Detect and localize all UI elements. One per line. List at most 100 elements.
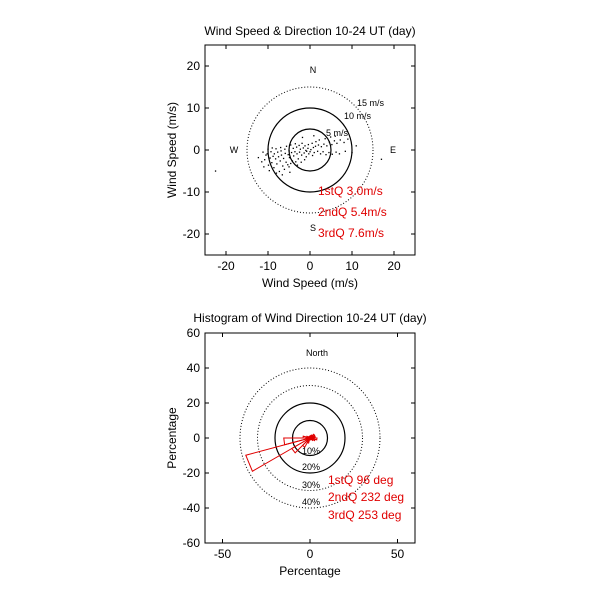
- chart2-stat-q2: 2ndQ 232 deg: [328, 490, 404, 504]
- wind-sample-point: [294, 151, 296, 153]
- wind-sample-point: [324, 138, 326, 140]
- wind-sample-point: [301, 154, 303, 156]
- wind-sample-point: [309, 151, 311, 153]
- wind-sample-point: [272, 155, 274, 157]
- wind-sample-point: [339, 139, 341, 141]
- chart2-y-tick-label: 0: [193, 431, 200, 445]
- wind-sample-point: [273, 153, 275, 155]
- wind-sample-point: [288, 156, 291, 159]
- chart2-rose-petals: [245, 433, 318, 472]
- wind-sample-point: [316, 150, 319, 152]
- wind-sample-point: [298, 144, 300, 147]
- wind-sample-point: [275, 148, 277, 150]
- wind-direction-histogram-chart: Histogram of Wind Direction 10-24 UT (da…: [165, 311, 427, 578]
- wind-sample-point: [262, 151, 264, 153]
- wind-speed-direction-chart: Wind Speed & Direction 10-24 UT (day) -2…: [165, 24, 416, 290]
- wind-sample-point: [284, 148, 286, 150]
- compass-south-label: S: [310, 223, 316, 233]
- chart2-x-tick-label: 50: [391, 547, 405, 561]
- speed-ring: [267, 107, 353, 193]
- wind-sample-point: [331, 153, 333, 155]
- rose-ring-label-40: 40%: [302, 497, 320, 507]
- rose-petal: [245, 437, 311, 472]
- wind-sample-point: [271, 147, 273, 149]
- chart2-x-axis-label: Percentage: [279, 564, 341, 578]
- speed-ring: [246, 86, 374, 214]
- wind-sample-point: [270, 151, 272, 153]
- wind-sample-point: [310, 148, 312, 151]
- wind-sample-point: [318, 139, 320, 141]
- wind-sample-point: [294, 143, 296, 145]
- wind-sample-point: [329, 136, 332, 138]
- wind-sample-point: [380, 158, 383, 160]
- chart2-y-tick-label: -40: [183, 501, 201, 515]
- wind-sample-point: [271, 162, 273, 164]
- chart2-stat-q1: 1stQ 96 deg: [328, 473, 393, 487]
- chart2-x-tick-label: -50: [214, 547, 232, 561]
- chart1-y-tick-label: -10: [183, 185, 201, 199]
- wind-sample-point: [290, 162, 292, 165]
- chart2-y-tick-label: 20: [187, 396, 201, 410]
- wind-sample-point: [292, 147, 294, 150]
- percentage-ring: [257, 385, 363, 491]
- compass-west-label: W: [230, 145, 239, 155]
- chart2-y-tick-label: -20: [183, 466, 201, 480]
- wind-sample-point: [300, 161, 302, 163]
- wind-sample-point: [299, 148, 302, 150]
- compass-north-label: N: [310, 65, 317, 75]
- wind-sample-point: [303, 152, 305, 154]
- chart1-y-tick-label: 0: [193, 143, 200, 157]
- chart1-x-tick-label: 20: [387, 259, 401, 273]
- wind-sample-point: [303, 159, 306, 161]
- wind-sample-point: [290, 151, 293, 154]
- wind-sample-point: [344, 150, 346, 152]
- wind-sample-point: [284, 152, 286, 155]
- wind-sample-point: [301, 136, 304, 139]
- wind-sample-point: [214, 170, 217, 172]
- wind-sample-point: [317, 144, 320, 146]
- wind-sample-point: [280, 154, 283, 156]
- wind-sample-point: [302, 147, 304, 149]
- ring-label-15: 15 m/s: [357, 98, 385, 108]
- rose-ring-label-10: 10%: [302, 446, 320, 456]
- chart2-y-axis-label: Percentage: [165, 407, 179, 469]
- wind-sample-point: [285, 161, 287, 163]
- wind-sample-point: [336, 142, 338, 144]
- wind-sample-point: [328, 151, 330, 154]
- wind-sample-point: [289, 171, 291, 173]
- wind-sample-point: [333, 140, 336, 142]
- chart2-x-tick-label: 0: [307, 547, 314, 561]
- wind-sample-point: [291, 160, 294, 162]
- wind-sample-point: [282, 165, 284, 167]
- wind-sample-point: [288, 150, 290, 152]
- chart1-x-tick-label: -20: [217, 259, 235, 273]
- wind-sample-point: [347, 138, 349, 140]
- wind-sample-point: [311, 154, 314, 157]
- chart1-x-axis-label: Wind Speed (m/s): [262, 276, 358, 290]
- wind-sample-point: [295, 161, 297, 163]
- wind-sample-point: [295, 146, 298, 148]
- wind-sample-point: [301, 142, 303, 144]
- wind-sample-point: [338, 153, 341, 155]
- wind-sample-point: [266, 153, 268, 155]
- wind-sample-point: [280, 150, 282, 152]
- chart2-title: Histogram of Wind Direction 10-24 UT (da…: [193, 311, 426, 325]
- wind-sample-point: [280, 146, 282, 149]
- wind-sample-point: [319, 153, 322, 155]
- percentage-ring: [274, 402, 346, 474]
- chart1-y-axis-label: Wind Speed (m/s): [165, 102, 179, 198]
- chart2-y-tick-label: -60: [183, 536, 201, 550]
- wind-sample-point: [306, 150, 308, 152]
- wind-sample-point: [274, 158, 277, 160]
- chart2-y-tick-label: 40: [187, 361, 201, 375]
- chart1-x-tick-label: 0: [307, 259, 314, 273]
- wind-sample-point: [293, 155, 295, 157]
- wind-sample-point: [298, 151, 301, 153]
- wind-sample-point: [285, 145, 288, 147]
- wind-sample-point: [267, 148, 269, 150]
- wind-sample-point: [320, 146, 323, 148]
- wind-sample-point: [268, 169, 270, 172]
- wind-sample-point: [314, 145, 317, 147]
- wind-sample-point: [287, 154, 289, 156]
